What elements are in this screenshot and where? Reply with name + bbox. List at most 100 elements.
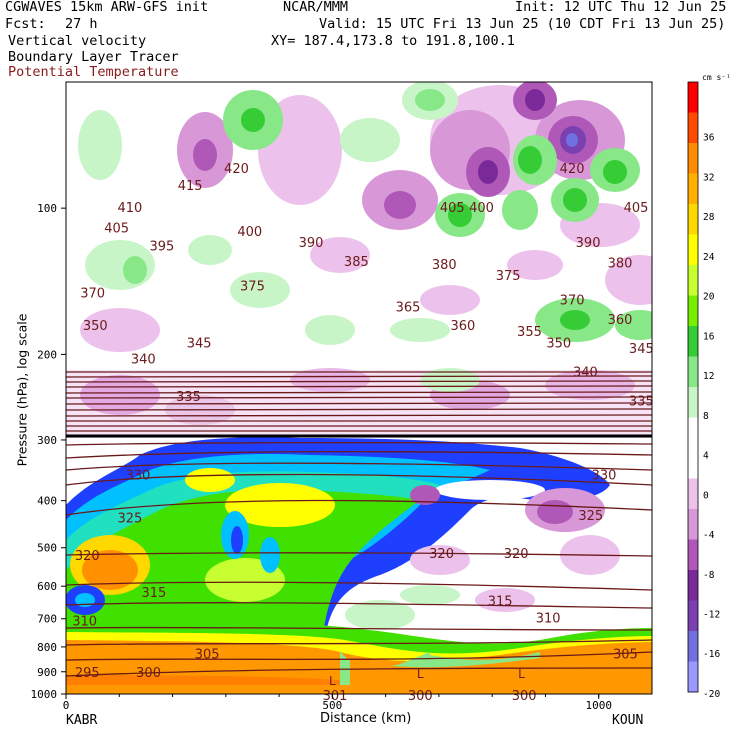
- forecast-hour-value: 27 h: [65, 16, 98, 32]
- theta-label: 400: [237, 225, 262, 240]
- colorbar-swatch: [688, 295, 698, 327]
- colorbar-swatch: [688, 509, 698, 540]
- colorbar: 36 32 28 24 20 16 12 8 4 0 -4 -8 -12 -16 -20: [687, 81, 720, 700]
- y-tick-label: 500: [37, 542, 57, 555]
- y-tick-label: 1000: [31, 688, 58, 701]
- colorbar-tick-label: 32: [703, 172, 714, 183]
- y-tick-label: 700: [37, 613, 57, 626]
- forecast-hour-label: Fcst:: [5, 16, 46, 32]
- theta-label: 300: [136, 666, 161, 681]
- theta-label: 340: [573, 366, 598, 381]
- planetary-boundary-layer: [66, 622, 652, 694]
- colorbar-tick-label: 4: [703, 451, 709, 462]
- theta-label: 385: [344, 255, 369, 270]
- colorbar-tick-label: 12: [703, 371, 714, 382]
- theta-label: 345: [187, 337, 212, 352]
- plot-frame: [65, 81, 653, 695]
- theta-label: 335: [629, 394, 654, 409]
- theta-label: 320: [429, 547, 454, 562]
- colorbar-swatch: [688, 600, 698, 632]
- theta-label: 360: [608, 313, 633, 328]
- theta-label: 325: [578, 509, 603, 524]
- theta-label: 305: [613, 648, 638, 663]
- model-title: CGWAVES 15km ARW-GFS init: [5, 0, 209, 15]
- organization-label: NCAR/MMM: [283, 0, 349, 15]
- colorbar-swatch: [688, 173, 698, 205]
- colorbar-tick-label: -20: [703, 689, 720, 700]
- theta-label: 330: [592, 468, 617, 483]
- theta-label: 390: [299, 236, 324, 251]
- theta-label: 370: [560, 294, 585, 309]
- x-tick-label: 500: [322, 699, 342, 712]
- theta-label: 415: [178, 179, 203, 194]
- theta-label: 390: [576, 236, 601, 251]
- colorbar-swatch: [688, 539, 698, 571]
- colorbar-tick-label: 36: [703, 133, 715, 144]
- theta-label: 320: [504, 547, 529, 562]
- theta-label: 375: [496, 269, 521, 284]
- colorbar-swatch: [688, 631, 698, 662]
- colorbar-swatch: [688, 417, 698, 449]
- colorbar-unit: cm s⁻¹: [702, 73, 731, 82]
- end-station-label: KOUN: [612, 713, 644, 728]
- colorbar-swatch: [688, 478, 698, 510]
- colorbar-swatch: [688, 234, 698, 266]
- colorbar-tick-label: 28: [703, 212, 715, 223]
- x-tick-label: 0: [63, 699, 70, 712]
- init-time: Init: 12 UTC Thu 12 Jun 25: [515, 0, 727, 15]
- x-axis: 0 500 1000: [63, 694, 612, 712]
- theta-label: 310: [536, 612, 561, 627]
- theta-label: 405: [624, 201, 649, 216]
- field-vertical-velocity: Vertical velocity: [8, 33, 147, 49]
- colorbar-swatch: [688, 448, 698, 479]
- theta-label: 420: [224, 162, 249, 177]
- theta-label: 345: [629, 342, 654, 357]
- theta-label: 405: [104, 221, 129, 236]
- colorbar-tick-label: -12: [703, 610, 720, 621]
- colorbar-tick-label: 16: [703, 331, 715, 342]
- colorbar-tick-label: 8: [703, 411, 709, 422]
- theta-label: 350: [546, 337, 571, 352]
- colorbar-swatch: [688, 570, 698, 601]
- theta-label: 320: [75, 549, 100, 564]
- y-tick-label: 900: [37, 666, 57, 679]
- field-boundary-layer-tracer: Boundary Layer Tracer: [8, 49, 179, 65]
- theta-label: 295: [75, 666, 100, 681]
- theta-label: 360: [450, 319, 475, 334]
- colorbar-tick-label: -8: [703, 570, 715, 581]
- theta-label: 380: [608, 257, 633, 272]
- colorbar-swatch: [688, 112, 698, 144]
- colorbar-swatch: [688, 356, 698, 388]
- y-tick-label: 800: [37, 641, 57, 654]
- theta-label: 330: [126, 468, 151, 483]
- colorbar-swatch: [688, 661, 698, 693]
- colorbar-swatch: [688, 204, 698, 235]
- theta-label: 335: [176, 390, 201, 405]
- field-potential-temperature: Potential Temperature: [8, 64, 179, 80]
- colorbar-frame: [687, 81, 699, 693]
- theta-label: 375: [240, 280, 265, 295]
- theta-label: 355: [517, 325, 542, 340]
- y-tick-label: 100: [37, 202, 57, 215]
- theta-label: 420: [560, 162, 585, 177]
- theta-label: 315: [488, 594, 513, 609]
- theta-label: 350: [83, 319, 108, 334]
- theta-label: 300: [512, 689, 537, 704]
- colorbar-tick-label: -16: [703, 649, 720, 660]
- colorbar-tick-label: 24: [703, 252, 715, 263]
- y-tick-label: 300: [37, 434, 57, 447]
- tracer-marker: L: [518, 667, 525, 681]
- colorbar-swatch: [688, 387, 698, 418]
- theta-label: 380: [432, 258, 457, 273]
- colorbar-swatch: [688, 326, 698, 357]
- theta-label: 315: [141, 586, 166, 601]
- tracer-marker: L: [329, 674, 336, 688]
- colorbar-tick-label: -4: [703, 530, 715, 541]
- theta-label-group: 405 410 415 420 395 400 390 385 380 375 390 380 405 4…: [72, 162, 654, 704]
- theta-label: 300: [408, 689, 433, 704]
- theta-label: 370: [80, 287, 105, 302]
- theta-label: 340: [131, 353, 156, 368]
- colorbar-swatch: [688, 265, 698, 296]
- theta-label: 400: [469, 201, 494, 216]
